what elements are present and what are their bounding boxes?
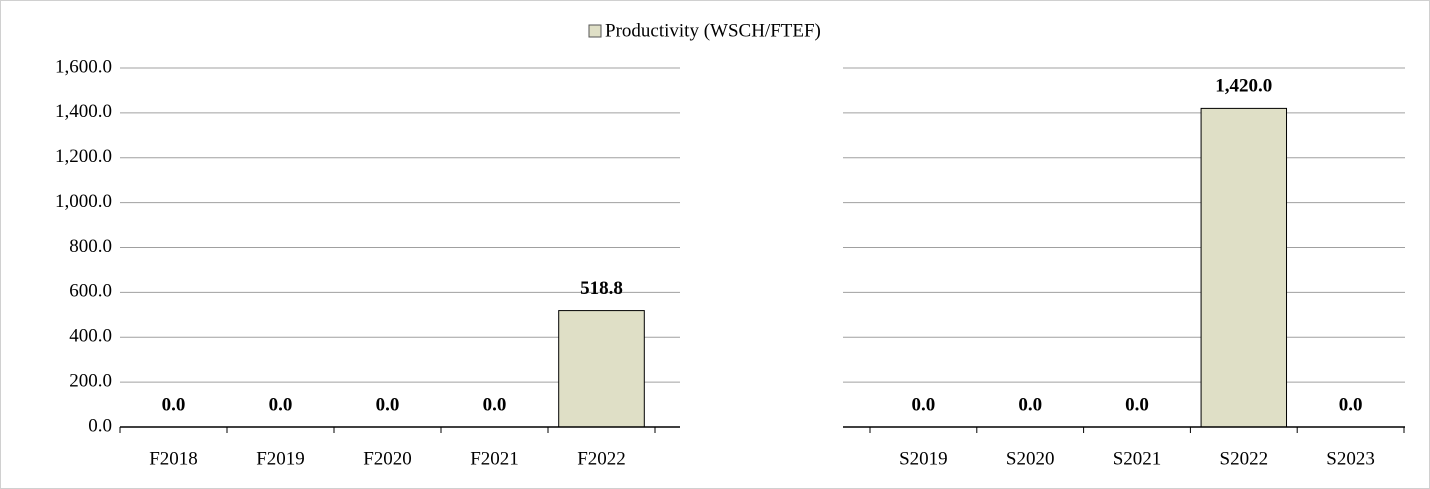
y-tick-label: 1,400.0	[55, 101, 112, 122]
data-label: 0.0	[1125, 394, 1149, 415]
data-label: 1,420.0	[1215, 76, 1272, 97]
y-tick-label: 0.0	[88, 415, 112, 436]
y-tick-label: 1,000.0	[55, 191, 112, 212]
data-label: 0.0	[269, 394, 293, 415]
data-label: 0.0	[912, 394, 936, 415]
legend-swatch	[588, 24, 602, 38]
data-label: 0.0	[1339, 394, 1363, 415]
data-label: 518.8	[580, 278, 623, 299]
x-tick-label: S2019	[899, 448, 948, 469]
y-tick-label: 800.0	[69, 236, 112, 257]
legend-label: Productivity (WSCH/FTEF)	[605, 20, 821, 41]
y-tick-label: 1,200.0	[55, 146, 112, 167]
x-tick-label: F2022	[577, 448, 626, 469]
bar	[558, 310, 645, 428]
x-tick-label: S2022	[1220, 448, 1269, 469]
x-tick-label: F2021	[470, 448, 519, 469]
data-label: 0.0	[1018, 394, 1042, 415]
x-tick-label: F2018	[149, 448, 198, 469]
y-tick-label: 1,600.0	[55, 56, 112, 77]
y-tick-label: 600.0	[69, 281, 112, 302]
x-tick-label: S2023	[1326, 448, 1375, 469]
x-tick-label: F2020	[363, 448, 412, 469]
data-label: 0.0	[162, 394, 186, 415]
bar	[1200, 107, 1288, 428]
x-tick-label: S2020	[1006, 448, 1055, 469]
x-tick-label: F2019	[256, 448, 305, 469]
x-tick-label: S2021	[1113, 448, 1162, 469]
data-label: 0.0	[376, 394, 400, 415]
y-tick-label: 200.0	[69, 370, 112, 391]
data-label: 0.0	[483, 394, 507, 415]
y-tick-label: 400.0	[69, 326, 112, 347]
